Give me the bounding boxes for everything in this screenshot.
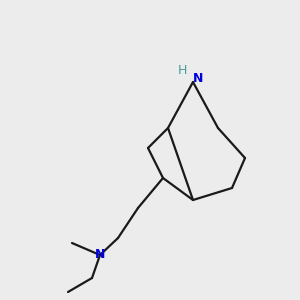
Text: N: N — [95, 248, 105, 262]
Text: H: H — [177, 64, 187, 76]
Text: N: N — [193, 71, 203, 85]
